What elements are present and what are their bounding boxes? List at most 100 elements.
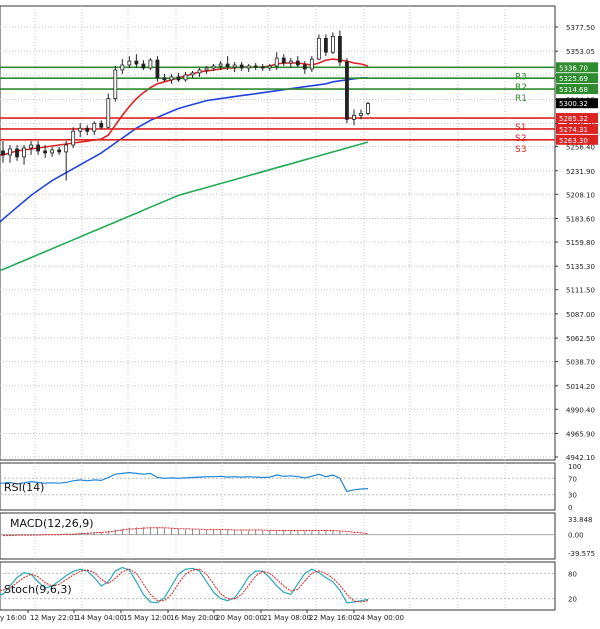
time-tick-label: 16 May 20:00 bbox=[170, 614, 218, 622]
pivot-tag-r1 bbox=[556, 84, 598, 95]
candle[interactable] bbox=[134, 54, 139, 68]
rsi-tick-label: 30 bbox=[568, 492, 577, 500]
candle-body bbox=[359, 113, 363, 116]
pivot-name-r1: R1 bbox=[515, 94, 527, 104]
candle[interactable] bbox=[309, 56, 314, 72]
candle[interactable] bbox=[345, 58, 349, 124]
candle-body bbox=[99, 122, 104, 128]
time-tick-label: 20 May 00:00 bbox=[216, 614, 264, 622]
candle[interactable] bbox=[36, 141, 40, 155]
candle[interactable] bbox=[22, 145, 26, 165]
candle[interactable] bbox=[155, 56, 160, 82]
ma-fast-line bbox=[0, 58, 369, 156]
candle-body bbox=[246, 65, 251, 69]
candle[interactable] bbox=[169, 73, 174, 84]
candle[interactable] bbox=[323, 34, 328, 57]
time-tick-label: 12 May 22:01 bbox=[30, 614, 78, 622]
candle[interactable] bbox=[288, 58, 293, 68]
candle-body bbox=[36, 144, 40, 152]
candle[interactable] bbox=[366, 101, 370, 116]
candle-body bbox=[197, 69, 202, 74]
candle[interactable] bbox=[331, 32, 335, 55]
candle-body bbox=[218, 63, 223, 67]
candle-body bbox=[323, 37, 328, 53]
price-tick-label: 5038.70 bbox=[566, 359, 595, 367]
price-tick-label: 5062.50 bbox=[566, 335, 595, 343]
candle[interactable] bbox=[316, 34, 321, 61]
candle[interactable] bbox=[359, 109, 363, 120]
candle[interactable] bbox=[113, 66, 118, 102]
candle[interactable] bbox=[78, 123, 83, 138]
candle[interactable] bbox=[302, 61, 307, 74]
candle[interactable] bbox=[92, 121, 97, 136]
pivot-tag-r2 bbox=[556, 73, 598, 84]
candle[interactable] bbox=[43, 145, 48, 158]
candle[interactable] bbox=[352, 109, 356, 126]
candle-body bbox=[345, 61, 349, 120]
price-pane[interactable]: 5377.505353.055328.605304.155279.705256.… bbox=[0, 5, 598, 462]
candle[interactable] bbox=[239, 62, 244, 71]
candle[interactable] bbox=[29, 141, 33, 155]
macd-tick-label: -39.575 bbox=[568, 550, 595, 558]
candle[interactable] bbox=[71, 127, 76, 148]
macd-tick-label: 0.00 bbox=[568, 532, 584, 540]
candle[interactable] bbox=[106, 93, 111, 129]
candle[interactable] bbox=[99, 120, 104, 130]
candle[interactable] bbox=[15, 145, 19, 161]
candle[interactable] bbox=[218, 61, 223, 70]
price-plot-frame bbox=[0, 5, 556, 461]
candle[interactable] bbox=[64, 141, 69, 181]
candle[interactable] bbox=[281, 54, 286, 67]
candle[interactable] bbox=[176, 72, 181, 82]
stoch-title: Stoch(9,6,3) bbox=[4, 583, 72, 596]
candle-body bbox=[204, 67, 209, 71]
pivot-value-r3: 5336.70 bbox=[559, 64, 588, 72]
candle-body bbox=[239, 64, 244, 69]
candle[interactable] bbox=[225, 56, 230, 70]
macd-signal-line bbox=[3, 527, 369, 537]
candle[interactable] bbox=[85, 125, 90, 136]
candle-body bbox=[57, 149, 62, 153]
candle[interactable] bbox=[267, 64, 272, 71]
price-tick-label: 5256.40 bbox=[566, 144, 595, 152]
candle[interactable] bbox=[260, 64, 265, 71]
candle[interactable] bbox=[148, 58, 153, 70]
time-tick-label: y 16:00 bbox=[0, 614, 27, 622]
candle[interactable] bbox=[295, 56, 300, 67]
price-tick-label: 5183.60 bbox=[566, 215, 595, 223]
rsi-pane[interactable]: 100 70 30 0 RSI(14) bbox=[0, 462, 581, 512]
candle[interactable] bbox=[197, 67, 202, 77]
candle-body bbox=[309, 58, 314, 70]
candle[interactable] bbox=[253, 63, 258, 70]
candle[interactable] bbox=[8, 145, 12, 163]
stoch-tick-label: 80 bbox=[568, 570, 577, 578]
candle[interactable] bbox=[190, 70, 195, 78]
candle[interactable] bbox=[204, 66, 209, 74]
candle-body bbox=[190, 72, 195, 76]
candle-body bbox=[274, 57, 279, 67]
candle[interactable] bbox=[120, 59, 125, 74]
rsi-tick-label: 100 bbox=[568, 463, 581, 471]
price-tick-label: 5135.30 bbox=[566, 263, 595, 271]
candle[interactable] bbox=[232, 62, 237, 72]
ma-mid-line bbox=[0, 77, 368, 223]
time-tick-label: 24 May 00:00 bbox=[356, 614, 404, 622]
candle[interactable] bbox=[141, 60, 146, 70]
candle-body bbox=[338, 35, 342, 63]
candle[interactable] bbox=[162, 73, 167, 82]
time-tick-label: 15 May 12:00 bbox=[123, 614, 171, 622]
candle[interactable] bbox=[50, 146, 55, 157]
candle[interactable] bbox=[183, 71, 188, 82]
macd-tick-label: 33.848 bbox=[568, 516, 593, 524]
stochastic-pane[interactable]: 80 20 Stoch(9,6,3) bbox=[0, 561, 577, 611]
time-tick-label: 22 May 16:00 bbox=[309, 614, 357, 622]
candle-body bbox=[127, 60, 132, 66]
candle[interactable] bbox=[246, 64, 251, 72]
candle[interactable] bbox=[57, 146, 62, 155]
candle[interactable] bbox=[211, 64, 216, 71]
candle[interactable] bbox=[1, 141, 5, 163]
macd-pane[interactable]: 33.848 0.00 -39.575 MACD(12,26,9) bbox=[0, 512, 595, 560]
candle[interactable] bbox=[338, 30, 342, 67]
candle[interactable] bbox=[274, 52, 279, 70]
candle[interactable] bbox=[127, 56, 132, 68]
